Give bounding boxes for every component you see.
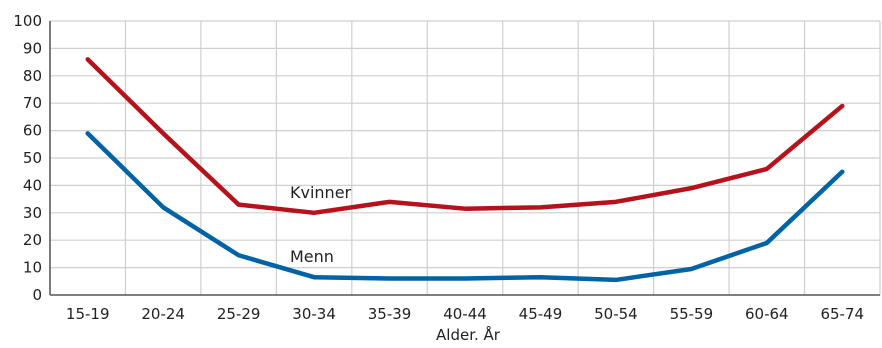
axes xyxy=(49,21,880,296)
y-tick-label: 60 xyxy=(23,122,42,140)
y-tick-label: 100 xyxy=(13,12,42,30)
y-tick-label: 30 xyxy=(23,204,42,222)
grid xyxy=(49,20,881,295)
x-tick-labels: 15-19 20-24 25-29 30-34 35-39 40-44 45-49 50-54… xyxy=(66,305,864,323)
x-tick-label: 30-34 xyxy=(292,305,336,323)
x-tick-label: 40-44 xyxy=(443,305,487,323)
x-tick-label: 50-54 xyxy=(594,305,638,323)
x-tick-label: 25-29 xyxy=(217,305,261,323)
y-tick-label: 40 xyxy=(23,176,42,194)
y-tick-label: 50 xyxy=(23,149,42,167)
x-tick-label: 60-64 xyxy=(745,305,789,323)
x-tick-label: 45-49 xyxy=(519,305,563,323)
series-lines xyxy=(85,57,845,283)
x-tick-label: 15-19 xyxy=(66,305,110,323)
series-label-menn: Menn xyxy=(290,247,334,266)
y-tick-label: 20 xyxy=(23,231,42,249)
y-tick-label: 90 xyxy=(23,39,42,57)
x-tick-label: 55-59 xyxy=(670,305,714,323)
x-tick-label: 35-39 xyxy=(368,305,412,323)
y-tick-label: 80 xyxy=(23,67,42,85)
y-tick-labels: 0 10 20 30 40 50 60 70 80 90 100 xyxy=(13,12,42,304)
x-tick-label: 20-24 xyxy=(141,305,185,323)
x-axis-title: Alder. År xyxy=(436,325,501,344)
x-tick-label: 65-74 xyxy=(820,305,864,323)
y-tick-label: 10 xyxy=(23,259,42,277)
series-label-kvinner: Kvinner xyxy=(290,183,352,202)
y-tick-label: 0 xyxy=(32,286,42,304)
y-tick-label: 70 xyxy=(23,94,42,112)
